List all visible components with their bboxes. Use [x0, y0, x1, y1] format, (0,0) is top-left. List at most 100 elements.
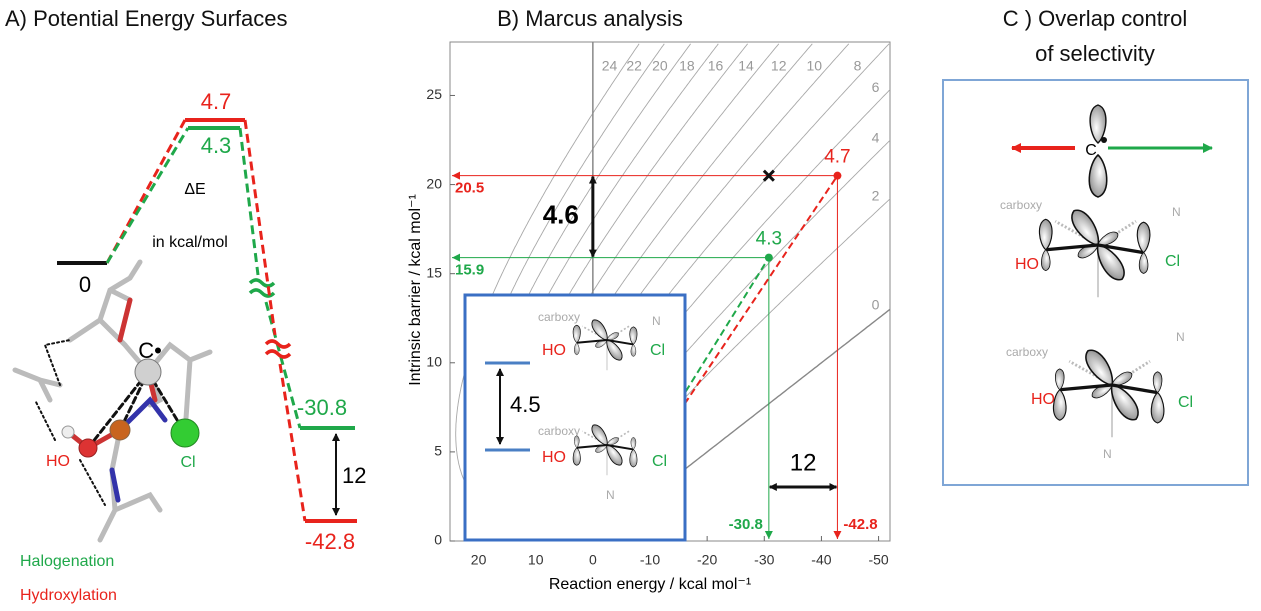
contour-label: 0 — [872, 297, 880, 313]
x-tick-label: -10 — [640, 552, 660, 568]
barrier-label: 4.7 — [824, 147, 850, 168]
y-value-label: 15.9 — [455, 262, 484, 279]
x-value-label: -30.8 — [729, 516, 763, 533]
bond — [576, 444, 608, 449]
level-label: 4.3 — [201, 133, 232, 158]
path-line — [264, 301, 302, 429]
bond — [1111, 360, 1151, 387]
gap-label: 4.5 — [510, 392, 541, 417]
bond — [576, 339, 608, 344]
bond — [606, 444, 634, 451]
level-label: -42.8 — [305, 529, 355, 554]
x-tick-label: -20 — [697, 552, 717, 568]
contour-label: 10 — [806, 58, 822, 74]
atom-label: N — [1176, 330, 1185, 344]
bond — [1045, 243, 1099, 252]
panel-title: of selectivity — [1035, 41, 1155, 66]
contour-label: 2 — [872, 188, 880, 204]
atom-label: HO — [1015, 256, 1039, 273]
contour-label: 14 — [738, 58, 754, 74]
y-tick-label: 15 — [426, 264, 442, 280]
x-tick-label: 10 — [528, 552, 544, 568]
gap-label: 4.6 — [543, 200, 579, 230]
contour-label: 12 — [771, 58, 787, 74]
atom-label: Cl — [1165, 253, 1180, 270]
atom-label: HO — [46, 453, 70, 470]
molecule — [12, 259, 213, 543]
x-tick-label: -50 — [868, 552, 888, 568]
bond — [606, 339, 634, 346]
atom-label: HO — [542, 342, 566, 359]
axis-break — [264, 339, 292, 359]
bond — [1097, 220, 1137, 247]
atom-label: Cl — [650, 342, 665, 359]
atom-label: N — [1103, 447, 1112, 461]
legend-entry: Hydroxylation — [20, 587, 117, 604]
atom-label: N — [606, 488, 615, 502]
substituent-label: carboxy — [538, 424, 580, 438]
gap-label: 12 — [790, 449, 817, 476]
bond — [1059, 383, 1113, 392]
contour-label: 22 — [626, 58, 642, 74]
contour-label: 24 — [602, 58, 618, 74]
y-value-label: 20.5 — [455, 180, 484, 197]
bond — [1111, 383, 1158, 395]
panel-title: C ) Overlap control — [1003, 6, 1188, 31]
contour-label: 16 — [708, 58, 724, 74]
panel-c: C ) Overlap control of selectivity C car… — [942, 6, 1249, 486]
atom-label: Cl — [1178, 394, 1193, 411]
radical-dot — [1101, 137, 1107, 143]
x-axis-label: Reaction energy / kcal mol⁻¹ — [549, 576, 751, 593]
contour-label: 18 — [679, 58, 695, 74]
path-line — [238, 127, 260, 276]
point — [833, 171, 842, 180]
substituent-label: carboxy — [1006, 345, 1048, 359]
x-tick-label: 0 — [589, 552, 597, 568]
axis-break — [248, 278, 276, 298]
atom-label: Cl — [180, 454, 195, 471]
atom-label: C• — [138, 338, 162, 363]
path-line — [243, 119, 277, 336]
x-tick-label: 20 — [471, 552, 487, 568]
chart-title: B) Marcus analysis — [497, 6, 683, 31]
contour-line — [455, 43, 640, 541]
trend-line — [592, 175, 839, 542]
x-value-label: -42.8 — [843, 516, 877, 533]
contour-label: 8 — [854, 58, 862, 74]
panel-title: A) Potential Energy Surfaces — [5, 6, 287, 31]
x-tick-label: -30 — [754, 552, 774, 568]
path-line — [278, 363, 307, 522]
contour-label: 4 — [872, 129, 880, 145]
y-tick-label: 5 — [434, 443, 442, 459]
contour-label: 6 — [872, 79, 880, 95]
y-tick-label: 10 — [426, 353, 442, 369]
contour-line — [592, 308, 890, 541]
orbitals — [572, 316, 638, 476]
y-tick-label: 25 — [426, 86, 442, 102]
orbitals — [1038, 104, 1165, 438]
contour-label: 20 — [652, 58, 668, 74]
level-label: 4.7 — [201, 89, 232, 114]
atom-label: HO — [542, 449, 566, 466]
gap-label: 12 — [342, 463, 366, 488]
atom-label: N — [1172, 205, 1181, 219]
barrier-label: 4.3 — [756, 229, 782, 250]
level-label: 0 — [79, 272, 91, 297]
level-label: -30.8 — [297, 395, 347, 420]
substituent-label: carboxy — [1000, 198, 1042, 212]
bond — [1097, 243, 1144, 255]
inset: 4.5 carboxy N HO Cl carboxy N HO Cl — [463, 293, 687, 542]
atom-label: N — [652, 314, 661, 328]
y-tick-label: 20 — [426, 175, 442, 191]
energy-label: ΔE — [184, 181, 205, 198]
legend-entry: Halogenation — [20, 553, 114, 570]
cross-mark — [762, 169, 775, 182]
y-axis-label: Intrinsic barrier / kcal mol⁻¹ — [407, 194, 424, 386]
atom-label: Cl — [652, 453, 667, 470]
panel-a: A) Potential Energy Surfaces 0 4.7 4.3 -… — [5, 6, 366, 604]
y-tick-label: 0 — [434, 532, 442, 548]
atom-label: C — [1085, 142, 1097, 159]
path-line — [105, 127, 190, 264]
atom-label: HO — [1031, 391, 1055, 408]
